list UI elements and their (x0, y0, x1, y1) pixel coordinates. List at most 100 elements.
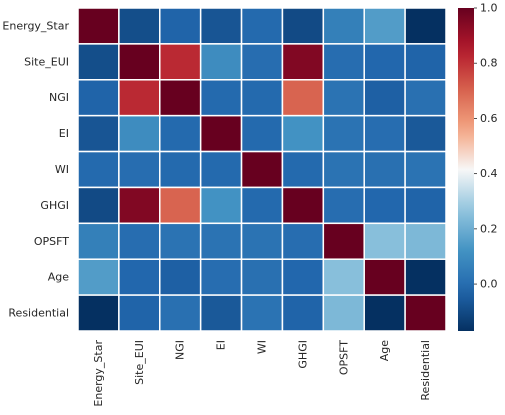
heatmap-cell (118, 7, 161, 45)
heatmap-cell (240, 258, 284, 296)
heatmap-cell (118, 114, 161, 153)
colorbar: 0.0 0.2 0.4 0.6 0.8 1.0 (458, 2, 498, 331)
row-tick-label: Residential (8, 307, 69, 320)
heatmap-cell (240, 114, 284, 153)
heatmap-cell (322, 222, 365, 260)
heatmap-cell (118, 222, 161, 260)
heatmap-cell (199, 43, 243, 81)
heatmap-cell (281, 43, 325, 81)
heatmap-cell (199, 294, 243, 332)
heatmap-cell (159, 43, 202, 81)
heatmap-cell (118, 150, 161, 189)
column-tick-label: GHGI (296, 340, 309, 369)
heatmap-cell (118, 186, 161, 225)
heatmap-cell (281, 222, 325, 260)
heatmap-cell (363, 114, 406, 153)
heatmap-cell (322, 43, 365, 81)
heatmap-cell (404, 222, 447, 260)
heatmap-cell (77, 79, 120, 117)
heatmap-cell (404, 7, 447, 45)
heatmap-cell (363, 222, 406, 260)
heatmap-cell (240, 294, 284, 332)
heatmap-cell (322, 294, 365, 332)
row-tick-label: Energy_Star (2, 19, 69, 32)
heatmap-cell (159, 114, 202, 153)
column-tick-label: WI (256, 340, 269, 354)
heatmap-cell (281, 258, 325, 296)
heatmap-cell (77, 186, 120, 225)
row-tick-label: Age (48, 271, 70, 284)
heatmap-cell (281, 186, 325, 225)
heatmap-cell (281, 294, 325, 332)
heatmap-cell (77, 150, 120, 189)
row-tick-label: EI (59, 127, 69, 140)
column-tick-label: NGI (174, 340, 187, 360)
colorbar-tick-label: 1.0 (480, 2, 498, 15)
colorbar-gradient (458, 8, 474, 331)
heatmap-cell (363, 186, 406, 225)
heatmap-cell (404, 258, 447, 296)
heatmap-cell (199, 258, 243, 296)
heatmap-cells (77, 7, 447, 332)
row-tick-labels: Energy_Star Site_EUI NGI EI WI GHGI OPSFT Age Re… (2, 19, 69, 319)
heatmap-cell (404, 186, 447, 225)
heatmap-cell (404, 114, 447, 153)
row-tick-label: WI (55, 163, 69, 176)
heatmap-cell (118, 294, 161, 332)
heatmap-cell (159, 7, 202, 45)
heatmap-cell (199, 222, 243, 260)
heatmap-cell (363, 150, 406, 189)
column-tick-label: Energy_Star (92, 340, 105, 407)
column-tick-labels: Energy_Star Site_EUI NGI EI WI GHGI OPSFT Age Re… (92, 340, 432, 407)
colorbar-tick-label: 0.6 (480, 112, 498, 125)
heatmap-cell (240, 222, 284, 260)
heatmap-cell (159, 186, 202, 225)
heatmap-cell (199, 186, 243, 225)
row-tick-label: OPSFT (34, 235, 69, 248)
heatmap-cell (77, 43, 120, 81)
heatmap-cell (240, 43, 284, 81)
heatmap-cell (159, 258, 202, 296)
heatmap-cell (159, 79, 202, 117)
heatmap-cell (404, 43, 447, 81)
column-tick-label: Residential (419, 340, 432, 401)
column-tick-label: Site_EUI (133, 340, 146, 385)
heatmap-cell (281, 7, 325, 45)
heatmap-cell (77, 222, 120, 260)
heatmap-cell (363, 43, 406, 81)
heatmap-cell (322, 7, 365, 45)
column-tick-label: OPSFT (337, 340, 350, 375)
heatmap-cell (363, 7, 406, 45)
heatmap-cell (281, 114, 325, 153)
row-tick-label: GHGI (40, 199, 69, 212)
heatmap-cell (199, 79, 243, 117)
heatmap-cell (159, 294, 202, 332)
heatmap-cell (322, 186, 365, 225)
colorbar-tick-label: 0.8 (480, 57, 498, 70)
heatmap-cell (322, 258, 365, 296)
row-tick-label: Site_EUI (24, 55, 69, 68)
heatmap-cell (363, 294, 406, 332)
heatmap-cell (118, 43, 161, 81)
heatmap-cell (363, 258, 406, 296)
heatmap-cell (77, 258, 120, 296)
row-tick-label: NGI (49, 91, 69, 104)
heatmap-cell (240, 7, 284, 45)
heatmap-cell (199, 114, 243, 153)
heatmap-cell (404, 150, 447, 189)
heatmap-cell (199, 7, 243, 45)
heatmap-cell (159, 222, 202, 260)
heatmap-cell (363, 79, 406, 117)
heatmap-cell (77, 294, 120, 332)
colorbar-tick-label: 0.4 (480, 167, 498, 180)
heatmap-cell (281, 79, 325, 117)
heatmap-cell (404, 79, 447, 117)
heatmap-cell (404, 294, 447, 332)
heatmap-cell (159, 150, 202, 189)
heatmap-cell (240, 150, 284, 189)
heatmap-cell (322, 79, 365, 117)
colorbar-tick-label: 0.0 (480, 278, 498, 291)
heatmap-cell (240, 79, 284, 117)
heatmap-cell (199, 150, 243, 189)
